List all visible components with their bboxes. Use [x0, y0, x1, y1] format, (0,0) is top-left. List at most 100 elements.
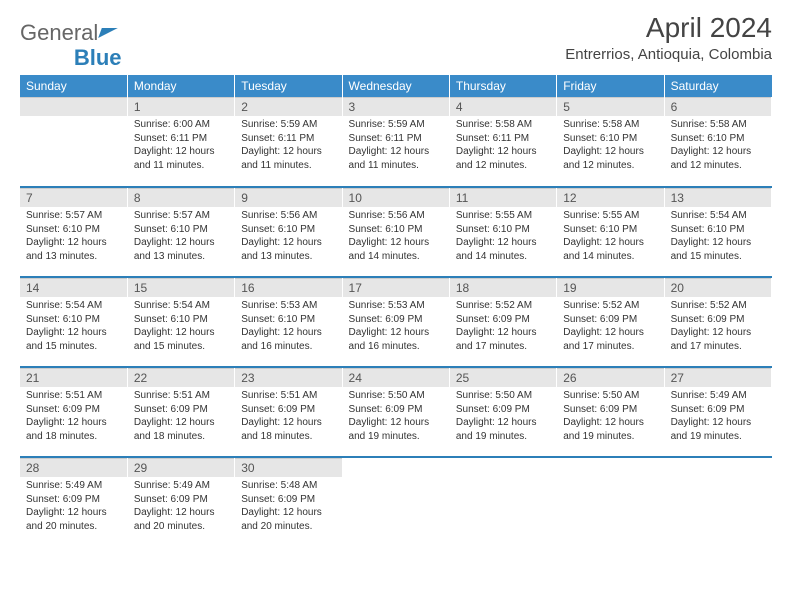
day-number-empty	[20, 97, 127, 116]
day-header: Saturday	[664, 75, 771, 97]
day-data: Sunrise: 5:52 AMSunset: 6:09 PMDaylight:…	[557, 297, 663, 359]
calendar-header-row: SundayMondayTuesdayWednesdayThursdayFrid…	[20, 75, 772, 97]
day-data: Sunrise: 5:51 AMSunset: 6:09 PMDaylight:…	[20, 387, 127, 449]
day-header: Monday	[127, 75, 234, 97]
day-number: 5	[557, 97, 663, 116]
calendar-cell: 23Sunrise: 5:51 AMSunset: 6:09 PMDayligh…	[235, 367, 342, 457]
day-number: 21	[20, 368, 127, 387]
calendar-row: 14Sunrise: 5:54 AMSunset: 6:10 PMDayligh…	[20, 277, 772, 367]
logo-triangle-icon	[98, 28, 118, 38]
logo: General	[20, 12, 116, 46]
day-data: Sunrise: 5:58 AMSunset: 6:10 PMDaylight:…	[557, 116, 663, 178]
calendar-cell: 29Sunrise: 5:49 AMSunset: 6:09 PMDayligh…	[127, 457, 234, 547]
day-number: 30	[235, 458, 341, 477]
day-number: 24	[343, 368, 449, 387]
day-number: 15	[128, 278, 234, 297]
calendar-row: 28Sunrise: 5:49 AMSunset: 6:09 PMDayligh…	[20, 457, 772, 547]
day-number: 20	[665, 278, 771, 297]
calendar-cell: 8Sunrise: 5:57 AMSunset: 6:10 PMDaylight…	[127, 187, 234, 277]
day-number: 28	[20, 458, 127, 477]
day-header: Thursday	[449, 75, 556, 97]
day-number: 7	[20, 188, 127, 207]
day-data: Sunrise: 5:54 AMSunset: 6:10 PMDaylight:…	[20, 297, 127, 359]
calendar-cell: 19Sunrise: 5:52 AMSunset: 6:09 PMDayligh…	[557, 277, 664, 367]
day-number: 9	[235, 188, 341, 207]
day-number: 13	[665, 188, 771, 207]
logo-line2: GeneBlue	[20, 45, 772, 71]
day-number: 17	[343, 278, 449, 297]
day-data: Sunrise: 5:50 AMSunset: 6:09 PMDaylight:…	[450, 387, 556, 449]
day-data: Sunrise: 5:50 AMSunset: 6:09 PMDaylight:…	[343, 387, 449, 449]
calendar-cell: 7Sunrise: 5:57 AMSunset: 6:10 PMDaylight…	[20, 187, 127, 277]
day-number: 6	[665, 97, 771, 116]
day-data: Sunrise: 5:56 AMSunset: 6:10 PMDaylight:…	[235, 207, 341, 269]
day-data: Sunrise: 5:49 AMSunset: 6:09 PMDaylight:…	[20, 477, 127, 539]
day-data: Sunrise: 5:55 AMSunset: 6:10 PMDaylight:…	[450, 207, 556, 269]
calendar-cell: 20Sunrise: 5:52 AMSunset: 6:09 PMDayligh…	[664, 277, 771, 367]
calendar-cell	[20, 97, 127, 187]
day-data: Sunrise: 5:58 AMSunset: 6:11 PMDaylight:…	[450, 116, 556, 178]
logo-text-general: General	[20, 20, 98, 46]
day-header: Wednesday	[342, 75, 449, 97]
day-data: Sunrise: 5:51 AMSunset: 6:09 PMDaylight:…	[235, 387, 341, 449]
day-data: Sunrise: 5:53 AMSunset: 6:10 PMDaylight:…	[235, 297, 341, 359]
calendar-cell: 1Sunrise: 6:00 AMSunset: 6:11 PMDaylight…	[127, 97, 234, 187]
calendar-cell: 2Sunrise: 5:59 AMSunset: 6:11 PMDaylight…	[235, 97, 342, 187]
day-data: Sunrise: 5:52 AMSunset: 6:09 PMDaylight:…	[665, 297, 771, 359]
calendar-cell: 17Sunrise: 5:53 AMSunset: 6:09 PMDayligh…	[342, 277, 449, 367]
day-data: Sunrise: 6:00 AMSunset: 6:11 PMDaylight:…	[128, 116, 234, 178]
calendar-table: SundayMondayTuesdayWednesdayThursdayFrid…	[20, 75, 772, 547]
day-number: 1	[128, 97, 234, 116]
day-number: 25	[450, 368, 556, 387]
day-data: Sunrise: 5:51 AMSunset: 6:09 PMDaylight:…	[128, 387, 234, 449]
day-data: Sunrise: 5:54 AMSunset: 6:10 PMDaylight:…	[665, 207, 771, 269]
day-data: Sunrise: 5:57 AMSunset: 6:10 PMDaylight:…	[20, 207, 127, 269]
day-number: 14	[20, 278, 127, 297]
day-data: Sunrise: 5:49 AMSunset: 6:09 PMDaylight:…	[665, 387, 771, 449]
day-number: 8	[128, 188, 234, 207]
day-header: Tuesday	[235, 75, 342, 97]
calendar-cell: 27Sunrise: 5:49 AMSunset: 6:09 PMDayligh…	[664, 367, 771, 457]
calendar-cell: 16Sunrise: 5:53 AMSunset: 6:10 PMDayligh…	[235, 277, 342, 367]
calendar-cell: 5Sunrise: 5:58 AMSunset: 6:10 PMDaylight…	[557, 97, 664, 187]
day-number: 26	[557, 368, 663, 387]
day-data: Sunrise: 5:59 AMSunset: 6:11 PMDaylight:…	[343, 116, 449, 178]
day-data: Sunrise: 5:58 AMSunset: 6:10 PMDaylight:…	[665, 116, 771, 178]
day-number: 22	[128, 368, 234, 387]
calendar-cell: 15Sunrise: 5:54 AMSunset: 6:10 PMDayligh…	[127, 277, 234, 367]
calendar-cell: 26Sunrise: 5:50 AMSunset: 6:09 PMDayligh…	[557, 367, 664, 457]
calendar-cell: 14Sunrise: 5:54 AMSunset: 6:10 PMDayligh…	[20, 277, 127, 367]
calendar-row: 21Sunrise: 5:51 AMSunset: 6:09 PMDayligh…	[20, 367, 772, 457]
day-data: Sunrise: 5:59 AMSunset: 6:11 PMDaylight:…	[235, 116, 341, 178]
calendar-cell	[664, 457, 771, 547]
day-data: Sunrise: 5:50 AMSunset: 6:09 PMDaylight:…	[557, 387, 663, 449]
calendar-cell: 10Sunrise: 5:56 AMSunset: 6:10 PMDayligh…	[342, 187, 449, 277]
page-title: April 2024	[565, 12, 772, 44]
calendar-cell: 30Sunrise: 5:48 AMSunset: 6:09 PMDayligh…	[235, 457, 342, 547]
day-header: Sunday	[20, 75, 127, 97]
day-number: 23	[235, 368, 341, 387]
calendar-cell	[342, 457, 449, 547]
calendar-cell: 11Sunrise: 5:55 AMSunset: 6:10 PMDayligh…	[449, 187, 556, 277]
day-data: Sunrise: 5:48 AMSunset: 6:09 PMDaylight:…	[235, 477, 341, 539]
calendar-row: 7Sunrise: 5:57 AMSunset: 6:10 PMDaylight…	[20, 187, 772, 277]
day-number: 16	[235, 278, 341, 297]
calendar-cell: 28Sunrise: 5:49 AMSunset: 6:09 PMDayligh…	[20, 457, 127, 547]
calendar-cell: 12Sunrise: 5:55 AMSunset: 6:10 PMDayligh…	[557, 187, 664, 277]
day-data: Sunrise: 5:55 AMSunset: 6:10 PMDaylight:…	[557, 207, 663, 269]
day-data: Sunrise: 5:54 AMSunset: 6:10 PMDaylight:…	[128, 297, 234, 359]
calendar-cell	[449, 457, 556, 547]
day-number: 4	[450, 97, 556, 116]
day-number: 2	[235, 97, 341, 116]
calendar-cell: 13Sunrise: 5:54 AMSunset: 6:10 PMDayligh…	[664, 187, 771, 277]
calendar-cell	[557, 457, 664, 547]
day-data: Sunrise: 5:57 AMSunset: 6:10 PMDaylight:…	[128, 207, 234, 269]
calendar-body: 1Sunrise: 6:00 AMSunset: 6:11 PMDaylight…	[20, 97, 772, 547]
day-data: Sunrise: 5:53 AMSunset: 6:09 PMDaylight:…	[343, 297, 449, 359]
calendar-cell: 4Sunrise: 5:58 AMSunset: 6:11 PMDaylight…	[449, 97, 556, 187]
calendar-cell: 25Sunrise: 5:50 AMSunset: 6:09 PMDayligh…	[449, 367, 556, 457]
day-number: 10	[343, 188, 449, 207]
calendar-row: 1Sunrise: 6:00 AMSunset: 6:11 PMDaylight…	[20, 97, 772, 187]
day-number: 12	[557, 188, 663, 207]
day-number: 11	[450, 188, 556, 207]
